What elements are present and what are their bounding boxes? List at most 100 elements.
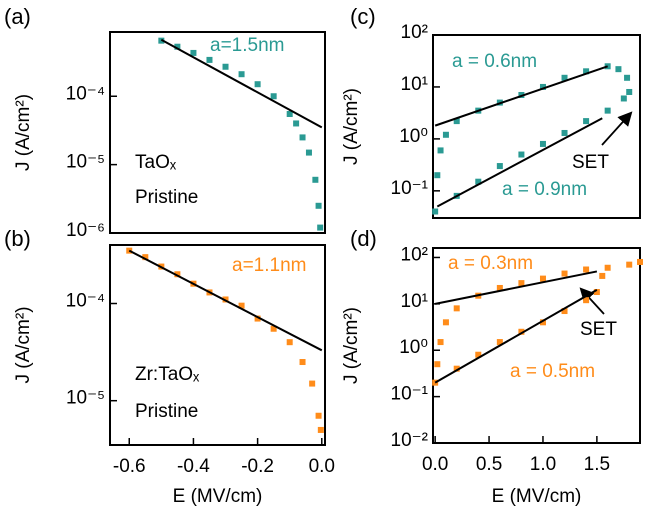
data-point xyxy=(434,172,441,179)
data-point xyxy=(286,110,293,117)
data-point xyxy=(626,88,633,95)
annotation: a=1.1nm xyxy=(232,255,306,276)
data-point xyxy=(442,319,449,326)
panel-label: (d) xyxy=(350,226,377,251)
x-tick-label: 0.0 xyxy=(422,454,448,475)
data-point xyxy=(315,202,322,209)
y-tick-label: 10⁻⁵ xyxy=(66,152,105,173)
data-point xyxy=(496,284,503,291)
fit-line xyxy=(160,38,323,129)
annotation: SET xyxy=(580,319,617,340)
y-tick-label: 10⁻⁵ xyxy=(66,388,105,409)
y-axis-label: J (A/cm²) xyxy=(13,306,34,383)
x-tick-label: -0.6 xyxy=(113,456,146,477)
y-axis-label: J (A/cm²) xyxy=(341,307,362,384)
data-point xyxy=(286,339,293,346)
data-point xyxy=(317,426,324,433)
set-arrow xyxy=(579,287,605,315)
data-point xyxy=(453,305,460,312)
annotation: a = 0.3nm xyxy=(448,253,533,274)
data-point xyxy=(142,254,149,261)
data-point xyxy=(583,118,590,125)
x-tick-label: -0.2 xyxy=(241,456,274,477)
data-point xyxy=(518,280,525,287)
data-point xyxy=(475,351,482,358)
x-axis-label: E (MV/cm) xyxy=(492,486,582,507)
annotation: a=1.5nm xyxy=(210,35,284,56)
y-axis-label: J (A/cm²) xyxy=(13,94,34,171)
data-point xyxy=(539,140,546,147)
x-tick-label: 1.5 xyxy=(584,454,610,475)
data-point xyxy=(254,315,261,322)
data-point xyxy=(624,74,631,81)
data-point xyxy=(126,247,133,254)
data-point xyxy=(309,380,316,387)
data-point xyxy=(206,56,213,63)
data-point xyxy=(453,365,460,372)
y-axis-label: J (A/cm²) xyxy=(341,88,362,165)
annotation: a = 0.6nm xyxy=(452,51,537,72)
data-point xyxy=(599,272,606,279)
x-axis-label: E (MV/cm) xyxy=(173,486,263,507)
plot-frame xyxy=(432,34,641,219)
annotation: Zr:TaOₓ xyxy=(135,364,200,385)
data-point xyxy=(174,271,181,278)
data-point xyxy=(539,83,546,90)
data-point xyxy=(518,328,525,335)
y-tick-label: 10² xyxy=(401,22,428,43)
annotation: TaOₓ xyxy=(135,152,177,173)
data-point xyxy=(293,120,300,127)
data-point xyxy=(518,151,525,158)
fit-line xyxy=(434,289,598,384)
data-point xyxy=(561,74,568,81)
x-tick-label: 0.0 xyxy=(309,456,335,477)
fit-line xyxy=(436,117,603,208)
data-point xyxy=(315,412,322,419)
data-point xyxy=(593,289,600,296)
data-point xyxy=(299,134,306,141)
y-tick-label: 10⁻¹ xyxy=(391,178,429,199)
data-point xyxy=(620,95,627,102)
annotation: SET xyxy=(572,152,609,173)
data-point xyxy=(475,178,482,185)
data-point xyxy=(317,224,324,231)
data-point xyxy=(583,68,590,75)
data-point xyxy=(496,163,503,170)
y-tick-label: 10¹ xyxy=(401,291,428,312)
data-point xyxy=(190,49,197,56)
data-point xyxy=(453,118,460,125)
data-point xyxy=(615,66,622,73)
y-tick-label: 10⁻² xyxy=(391,430,429,451)
annotation: Pristine xyxy=(135,401,198,422)
y-tick-label: 10⁻⁴ xyxy=(66,83,105,104)
y-tick-label: 10⁰ xyxy=(399,337,428,358)
data-point xyxy=(437,339,444,346)
y-tick-label: 10² xyxy=(401,244,428,265)
y-tick-label: 10⁻¹ xyxy=(391,384,429,405)
plot-frame xyxy=(432,247,641,444)
x-tick-label: 1.0 xyxy=(530,454,556,475)
data-point xyxy=(238,71,245,78)
y-tick-label: 10⁰ xyxy=(399,126,428,147)
data-point xyxy=(174,43,181,50)
x-tick-label: -0.4 xyxy=(177,456,210,477)
data-point xyxy=(637,258,643,265)
plot-frame xyxy=(109,244,326,446)
data-point xyxy=(270,325,277,332)
annotation: a = 0.5nm xyxy=(510,361,595,382)
fit-line xyxy=(128,249,323,352)
y-tick-label: 10¹ xyxy=(401,74,428,95)
plot-frame xyxy=(109,31,326,234)
fit-line xyxy=(434,65,608,127)
data-point xyxy=(305,149,312,156)
data-point xyxy=(254,81,261,88)
data-point xyxy=(437,147,444,154)
data-point xyxy=(432,208,439,215)
data-point xyxy=(604,264,611,271)
set-arrow xyxy=(601,111,633,146)
data-point xyxy=(312,176,319,183)
annotation: a = 0.9nm xyxy=(502,179,587,200)
data-point xyxy=(561,129,568,136)
y-tick-label: 10⁻⁴ xyxy=(66,291,105,312)
